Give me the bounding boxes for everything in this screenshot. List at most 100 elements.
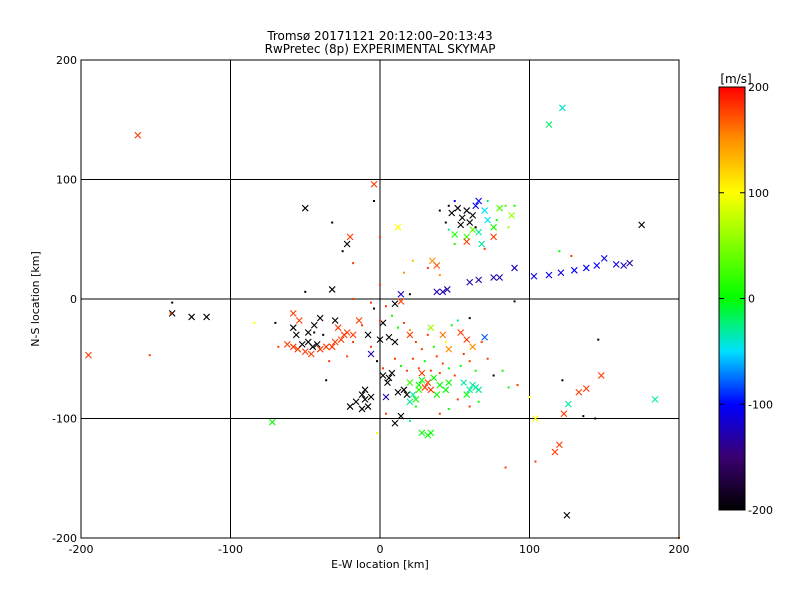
- data-point-x: [307, 350, 315, 358]
- data-point-dot: [429, 369, 432, 372]
- colorbar-unit-label: [m/s]: [720, 72, 751, 86]
- x-axis-label: E-W location [km]: [331, 558, 429, 571]
- data-point-dot: [304, 290, 307, 293]
- data-point-dot: [582, 415, 585, 418]
- data-point-dot: [417, 367, 420, 370]
- colorbar-frame: [718, 86, 746, 511]
- data-point-x: [316, 314, 324, 322]
- data-point-dot: [411, 357, 414, 360]
- data-point-dot: [402, 271, 405, 274]
- data-point-dot: [313, 331, 316, 334]
- data-point-dot: [447, 204, 450, 207]
- data-point-x: [424, 379, 432, 387]
- data-point-dot: [468, 360, 471, 363]
- colorbar-tick-label: 100: [748, 187, 769, 200]
- data-point-dot: [376, 431, 379, 434]
- x-tick-label: 200: [669, 543, 690, 556]
- data-point-x: [391, 338, 399, 346]
- data-point-dot: [411, 259, 414, 262]
- data-point-dot: [441, 362, 444, 365]
- data-point-x: [532, 415, 539, 422]
- data-point-x: [418, 429, 426, 437]
- colorbar-ticks: 200 100 0 -100 -200: [718, 81, 773, 517]
- data-point-x: [620, 262, 628, 269]
- data-point-x: [343, 329, 351, 336]
- data-point-dot: [405, 369, 408, 372]
- data-point-x: [412, 395, 420, 403]
- data-point-x: [322, 343, 330, 351]
- data-point-dot: [474, 369, 477, 372]
- data-point-x: [436, 381, 444, 389]
- data-point-x: [379, 372, 387, 379]
- data-point-dot: [447, 407, 450, 410]
- data-point-x: [490, 274, 498, 281]
- data-point-x: [203, 313, 210, 321]
- data-point-x: [475, 197, 483, 205]
- data-point-dot: [352, 262, 355, 265]
- data-point-dot: [322, 333, 325, 336]
- y-tick-label: -200: [52, 532, 77, 545]
- data-point-dot: [352, 298, 355, 300]
- data-point-x: [337, 336, 345, 344]
- data-point-dot: [171, 301, 174, 304]
- data-point-x: [490, 223, 498, 231]
- data-point-dot: [453, 200, 456, 203]
- y-tick-label: -100: [52, 413, 77, 426]
- data-point-x: [457, 329, 465, 336]
- data-point-x: [496, 274, 503, 281]
- data-point-dot: [456, 319, 459, 322]
- data-point-x: [352, 398, 360, 406]
- data-point-x: [556, 441, 563, 449]
- data-point-x: [484, 216, 492, 224]
- data-point-x: [490, 233, 498, 241]
- data-point-x: [382, 393, 390, 401]
- data-point-dot: [438, 274, 441, 277]
- data-point-x: [418, 376, 426, 384]
- data-point-dot: [396, 326, 399, 329]
- data-point-dot: [435, 355, 438, 358]
- data-point-dot: [594, 417, 597, 420]
- data-point-x: [358, 391, 366, 398]
- axis-ticks: -200 -100 0 100 200 -200 -100 0 100 200: [52, 54, 689, 556]
- data-point-dot: [480, 341, 483, 344]
- data-point-x: [406, 398, 414, 406]
- data-point-dot: [468, 405, 471, 408]
- data-point-x: [391, 419, 399, 427]
- data-point-x: [466, 386, 474, 394]
- data-point-dot: [570, 254, 573, 257]
- data-point-dot: [426, 333, 429, 336]
- y-tick-label: 200: [56, 54, 77, 67]
- data-point-x: [560, 410, 568, 418]
- data-point-x: [557, 269, 565, 277]
- data-point-x: [457, 221, 465, 229]
- data-point-dot: [274, 321, 277, 324]
- data-point-dot: [414, 341, 417, 344]
- data-point-dot: [444, 341, 447, 344]
- data-point-dot: [492, 374, 495, 377]
- data-point-dot: [513, 204, 516, 207]
- data-point-x: [472, 202, 480, 210]
- data-point-x: [475, 276, 483, 284]
- data-point-x: [445, 379, 453, 387]
- y-axis-label: N-S location [km]: [29, 251, 42, 347]
- data-point-dot: [325, 379, 328, 382]
- data-point-x: [364, 331, 372, 339]
- data-point-dot: [414, 405, 417, 408]
- data-point-x: [331, 338, 339, 346]
- data-point-x: [384, 379, 391, 387]
- data-point-x: [376, 336, 384, 344]
- data-point-x: [481, 333, 489, 341]
- data-point-dot: [277, 345, 280, 348]
- data-point-x: [301, 204, 309, 212]
- colorbar-tick-label: -100: [748, 398, 773, 411]
- data-point-x: [454, 204, 462, 212]
- data-point-x: [458, 214, 466, 222]
- data-point-x: [427, 429, 435, 437]
- data-point-x: [349, 331, 357, 339]
- data-point-x: [496, 204, 503, 212]
- data-point-x: [418, 369, 426, 377]
- data-point-dot: [331, 221, 334, 224]
- data-point-dot: [504, 204, 507, 207]
- data-point-x: [388, 369, 396, 377]
